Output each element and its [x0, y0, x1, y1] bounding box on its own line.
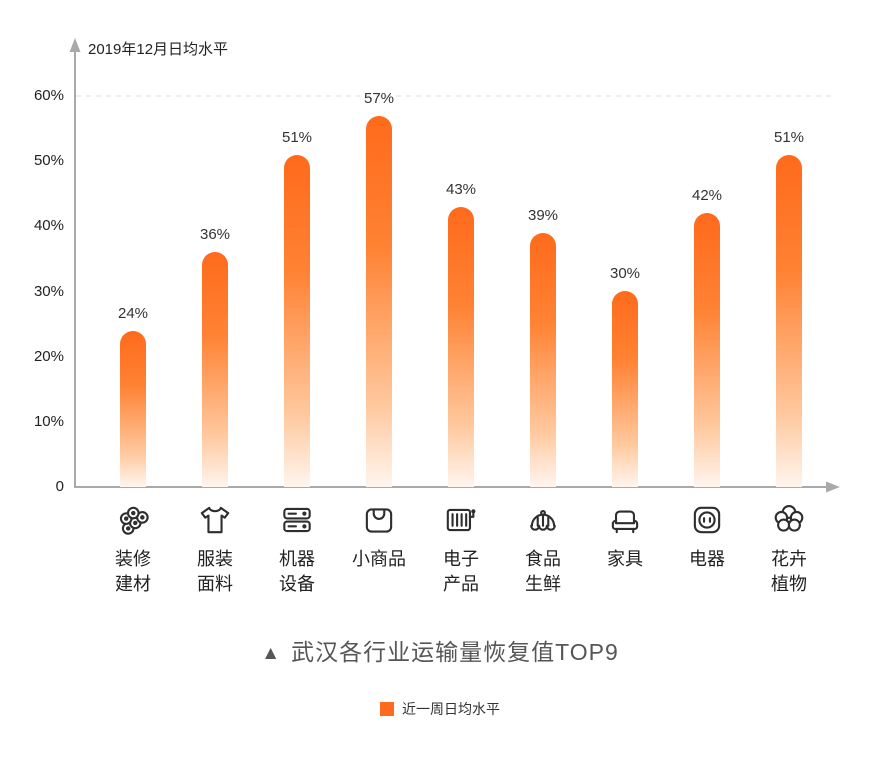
legend-swatch [380, 702, 394, 716]
bar-1[interactable] [120, 331, 146, 487]
category-label-line: 设备 [279, 574, 315, 594]
bar-6[interactable] [530, 233, 556, 487]
flower-icon [770, 501, 808, 539]
legend-label: 近一周日均水平 [402, 701, 500, 717]
legend[interactable]: 近一周日均水平 [0, 699, 880, 719]
category-label-line: 装修 [115, 549, 151, 569]
category-label: 装修 建材 [92, 547, 174, 597]
category-label: 电子 产品 [420, 547, 502, 597]
y-tick-label: 60% [33, 87, 64, 104]
y-tick-label: 40% [33, 217, 64, 235]
y-tick-label: 0 [55, 478, 64, 495]
category-label: 花卉 植物 [748, 547, 830, 597]
bar-value-label: 51% [281, 129, 313, 146]
title-marker-icon: ▲ [261, 643, 282, 664]
electronics-icon [442, 501, 480, 539]
category-label-line: 生鲜 [525, 574, 561, 594]
bar-value-label: 24% [117, 305, 149, 322]
bar-9[interactable] [776, 155, 802, 487]
y-axis-title: 2019年12月日均水平 [88, 41, 229, 58]
category-label-line: 服装 [197, 549, 233, 569]
power-socket-icon [688, 501, 726, 539]
sofa-icon [606, 501, 644, 539]
category-label: 家具 [584, 547, 666, 572]
bar-value-label: 39% [527, 207, 559, 224]
x-axis-arrow-icon [826, 481, 840, 493]
y-tick-label: 10% [33, 412, 64, 430]
category-label: 机器 设备 [256, 547, 338, 597]
bar-value-label: 42% [691, 187, 723, 204]
category-label-line: 建材 [115, 574, 151, 594]
food-basket-icon [524, 501, 562, 539]
chart-title-text: 武汉各行业运输量恢复值TOP9 [291, 639, 619, 665]
category-label-line: 面料 [197, 574, 233, 594]
category-label: 食品 生鲜 [502, 547, 584, 597]
category-label-line: 电子 [443, 549, 479, 569]
bar-3[interactable] [284, 155, 310, 487]
bar-5[interactable] [448, 207, 474, 487]
bar-2[interactable] [202, 252, 228, 487]
shopping-bag-icon [360, 501, 398, 539]
category-label-line: 机器 [279, 549, 315, 569]
category-label-line: 花卉 [771, 549, 807, 569]
bar-4[interactable] [366, 116, 392, 487]
category-label-line: 电器 [689, 549, 725, 569]
bar-value-label: 57% [363, 90, 395, 107]
bar-7[interactable] [612, 291, 638, 487]
y-tick-label: 20% [33, 347, 64, 365]
chart-title: ▲ 武汉各行业运输量恢复值TOP9 [0, 633, 880, 667]
category-label: 小商品 [338, 547, 420, 572]
machinery-icon [278, 501, 316, 539]
category-label-line: 小商品 [352, 549, 406, 569]
y-tick-label: 50% [33, 152, 64, 170]
bar-value-label: 30% [609, 265, 641, 282]
y-axis-arrow-icon [69, 38, 81, 52]
bar-value-label: 36% [199, 226, 231, 243]
category-label: 服装 面料 [174, 547, 256, 597]
category-label-line: 食品 [525, 549, 561, 569]
y-tick-label: 30% [33, 282, 64, 300]
bar-value-label: 43% [445, 181, 477, 198]
building-materials-icon [114, 501, 152, 539]
category-label-line: 家具 [607, 549, 643, 569]
bar-value-label: 51% [773, 129, 805, 146]
bar-8[interactable] [694, 213, 720, 487]
category-label: 电器 [666, 547, 748, 572]
category-label-line: 植物 [771, 574, 807, 594]
tshirt-icon [196, 501, 234, 539]
category-label-line: 产品 [443, 574, 479, 594]
